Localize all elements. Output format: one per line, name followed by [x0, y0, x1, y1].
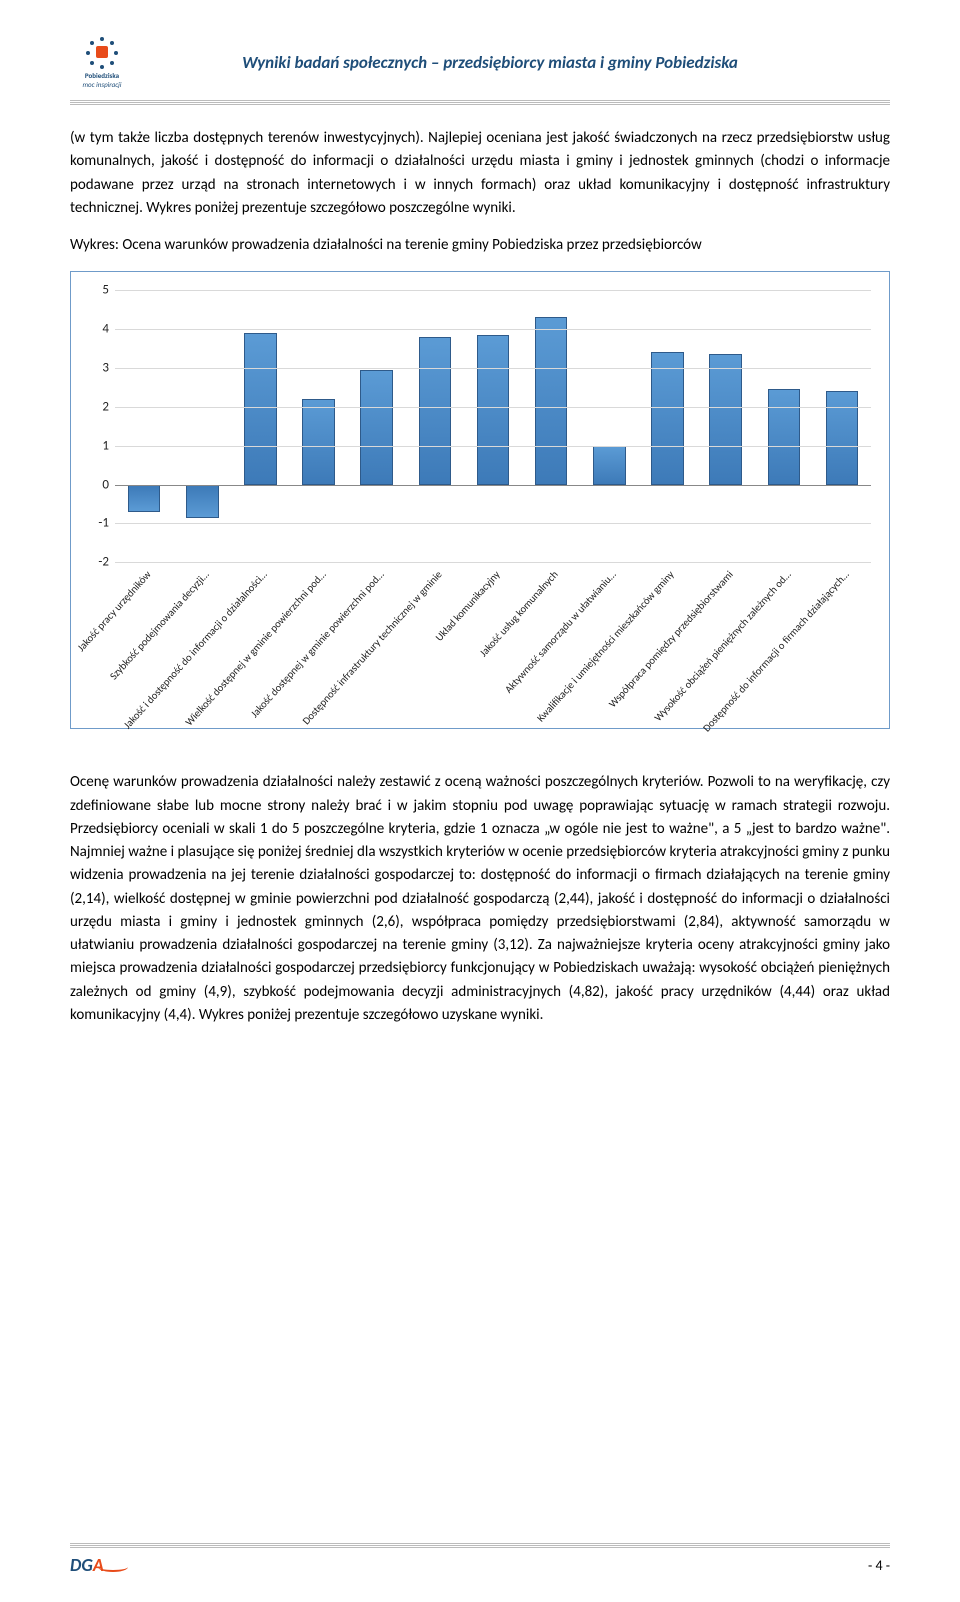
gridline: [115, 562, 871, 563]
bar: [709, 354, 742, 484]
bar: [535, 317, 568, 484]
page-number: - 4 -: [868, 1557, 890, 1574]
bar: [593, 446, 626, 485]
gridline: [115, 290, 871, 291]
bar-slot: [522, 290, 580, 562]
x-axis-line: [115, 485, 871, 486]
y-tick-label: -1: [98, 516, 109, 531]
bar-slot: [289, 290, 347, 562]
gridline: [115, 329, 871, 330]
footer: DGA - 4 -: [70, 1543, 890, 1576]
bar-slot: [638, 290, 696, 562]
chart-caption: Wykres: Ocena warunków prowadzenia dział…: [70, 234, 890, 257]
bar: [360, 370, 393, 485]
bar-slot: [406, 290, 464, 562]
gridline: [115, 523, 871, 524]
bar: [826, 391, 859, 484]
paragraph-1: (w tym także liczba dostępnych terenów i…: [70, 127, 890, 220]
bar: [128, 485, 161, 512]
y-tick-label: -2: [98, 555, 109, 570]
bar-slot: [697, 290, 755, 562]
bar-slot: [231, 290, 289, 562]
bar-slot: [580, 290, 638, 562]
bar: [186, 485, 219, 518]
bar: [651, 352, 684, 484]
bar-slot: [464, 290, 522, 562]
x-label: Dostępność infrastruktury technicznej w …: [406, 562, 464, 722]
y-tick-label: 0: [102, 477, 109, 492]
x-label: Dostępność do informacji o firmach dział…: [813, 562, 871, 722]
footer-divider: [70, 1543, 890, 1548]
bar-slot: [755, 290, 813, 562]
y-tick-label: 4: [102, 322, 109, 337]
bar: [244, 333, 277, 485]
gridline: [115, 368, 871, 369]
chart-container: -2-1012345 Jakość pracy urzędnikówSzybko…: [70, 271, 890, 729]
page-header-title: Wyniki badań społecznych – przedsiębiorc…: [150, 52, 890, 73]
footer-logo: DGA: [70, 1554, 128, 1576]
brand-logo: Pobiedziska moc inspiracji: [70, 30, 134, 94]
bar-slot: [115, 290, 173, 562]
y-tick-label: 2: [102, 399, 109, 414]
header: Pobiedziska moc inspiracji Wyniki badań …: [70, 30, 890, 94]
paragraph-3: Ocenę warunków prowadzenia działalności …: [70, 771, 890, 1027]
gridline: [115, 407, 871, 408]
gridline: [115, 446, 871, 447]
bar: [302, 399, 335, 484]
bar-chart: -2-1012345 Jakość pracy urzędnikówSzybko…: [85, 282, 875, 722]
header-divider: [70, 100, 890, 105]
bar-slot: [173, 290, 231, 562]
bar: [768, 389, 801, 484]
bar: [477, 335, 510, 485]
y-tick-label: 1: [102, 438, 109, 453]
bar-slot: [348, 290, 406, 562]
bar: [419, 337, 452, 485]
y-tick-label: 5: [102, 283, 109, 298]
logo-name: Pobiedziska: [85, 71, 119, 80]
logo-tagline: moc inspiracji: [83, 80, 122, 89]
bar-slot: [813, 290, 871, 562]
y-tick-label: 3: [102, 360, 109, 375]
